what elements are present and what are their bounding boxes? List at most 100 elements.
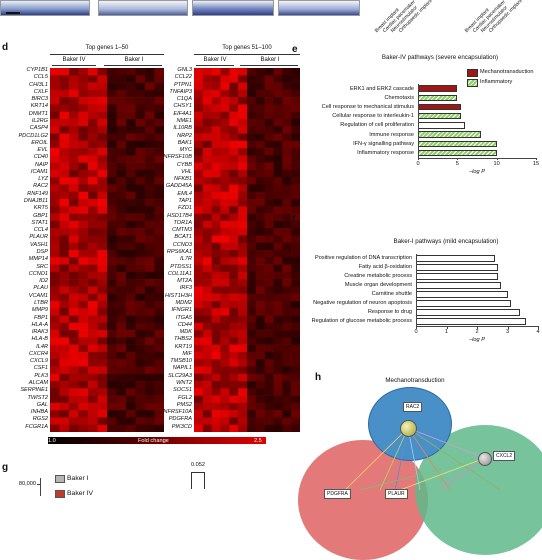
gene-label: NME1 bbox=[176, 117, 192, 124]
heatmap-cell bbox=[211, 308, 221, 316]
heatmap-cell bbox=[154, 264, 164, 273]
heatmap-cell bbox=[59, 148, 70, 156]
heatmap-cell bbox=[59, 118, 70, 127]
heatmap-cell bbox=[194, 148, 204, 156]
pathway-bar bbox=[416, 291, 508, 298]
heatmap-cell bbox=[145, 395, 155, 404]
gene-label: CXLF bbox=[33, 88, 48, 95]
heatmap-cell bbox=[107, 308, 117, 316]
heatmap-cell bbox=[97, 97, 108, 105]
heatmap-cell bbox=[291, 89, 300, 98]
heatmap-cell bbox=[135, 155, 146, 163]
heatmap-cell bbox=[202, 111, 212, 120]
heatmap-cell bbox=[282, 82, 292, 91]
heatmap-cell bbox=[273, 337, 283, 345]
heatmap-cell bbox=[229, 359, 239, 367]
heatmap-cell bbox=[202, 228, 212, 236]
heatmap-cell bbox=[202, 162, 212, 171]
x-tick bbox=[536, 157, 537, 161]
network-title: Mechanotransduction bbox=[385, 377, 445, 384]
heatmap-cell bbox=[116, 279, 127, 287]
heatmap-cell bbox=[202, 315, 212, 324]
heatmap-cell bbox=[126, 89, 136, 98]
heatmap-cell bbox=[116, 410, 127, 418]
heatmap-cell bbox=[211, 213, 221, 222]
heatmap-cell bbox=[50, 213, 60, 222]
heatmap-cell bbox=[69, 402, 79, 411]
gene-label: FBP1 bbox=[34, 314, 48, 321]
heatmap-cell bbox=[135, 300, 146, 309]
heatmap-cell bbox=[282, 424, 292, 432]
heatmap-cell bbox=[273, 286, 283, 294]
heatmap-cell bbox=[126, 286, 136, 294]
heatmap-cell bbox=[97, 68, 108, 76]
gene-label: FGL2 bbox=[178, 394, 192, 401]
heatmap-cell bbox=[202, 213, 212, 222]
gene-label: IFNGR1 bbox=[171, 307, 192, 314]
heatmap-cell bbox=[291, 148, 300, 156]
heatmap-cell bbox=[282, 279, 292, 287]
heatmap-cell bbox=[88, 206, 98, 214]
heatmap-cell bbox=[154, 351, 164, 360]
heatmap-cell bbox=[116, 308, 127, 316]
heatmap-cell bbox=[247, 213, 257, 222]
heatmap-cell bbox=[291, 330, 300, 338]
heatmap-cell bbox=[255, 395, 265, 404]
heatmap-cell bbox=[247, 315, 257, 324]
heatmap-cell bbox=[264, 388, 274, 396]
heatmap-cell bbox=[88, 126, 98, 134]
heatmap-cell bbox=[154, 206, 164, 214]
heatmap-cell bbox=[220, 213, 230, 222]
heatmap-cell bbox=[211, 395, 221, 404]
heatmap-cell bbox=[282, 206, 292, 214]
heatmap-cell bbox=[247, 300, 257, 309]
heatmap-cell bbox=[145, 104, 155, 112]
heatmap-cell bbox=[97, 155, 108, 163]
heatmap-cell bbox=[202, 184, 212, 193]
heatmap-cell bbox=[282, 271, 292, 280]
heatmap-cell bbox=[97, 417, 108, 426]
heatmap-cell bbox=[202, 191, 212, 200]
heatmap-cell bbox=[264, 140, 274, 149]
heatmap-cell bbox=[107, 424, 117, 432]
pathway-label: ERK1 and ERK2 cascade bbox=[349, 85, 414, 92]
heatmap-cell bbox=[97, 300, 108, 309]
heatmap-cell bbox=[282, 213, 292, 222]
heatmap-cell bbox=[145, 417, 155, 426]
heatmap-cell bbox=[194, 322, 204, 331]
heatmap-cell bbox=[255, 330, 265, 338]
heatmap-cell bbox=[135, 199, 146, 207]
heatmap-cell bbox=[50, 388, 60, 396]
heatmap-cell bbox=[78, 395, 89, 404]
heatmap-cell bbox=[145, 140, 155, 149]
heatmap-cell bbox=[50, 300, 60, 309]
heatmap-cell bbox=[264, 344, 274, 353]
heatmap-cell bbox=[238, 118, 248, 127]
heatmap-cell bbox=[145, 257, 155, 265]
heatmap-cell bbox=[282, 89, 292, 98]
heatmap-cell bbox=[255, 133, 265, 142]
panel-letter-f: f bbox=[292, 214, 296, 225]
heatmap-cell bbox=[220, 242, 230, 251]
heatmap-cell bbox=[220, 89, 230, 98]
heatmap-cell bbox=[247, 177, 257, 185]
gene-label: TMSB10 bbox=[170, 358, 192, 365]
heatmap-cell bbox=[145, 359, 155, 367]
heatmap-cell bbox=[238, 388, 248, 396]
heatmap-cell bbox=[97, 257, 108, 265]
heatmap-cell bbox=[238, 315, 248, 324]
heatmap-cell bbox=[107, 402, 117, 411]
heatmap-cell bbox=[194, 191, 204, 200]
pathway-bar bbox=[416, 300, 511, 307]
heatmap-cell bbox=[135, 257, 146, 265]
heatmap-cell bbox=[88, 162, 98, 171]
heatmap-cell bbox=[126, 271, 136, 280]
heatmap-cell bbox=[211, 191, 221, 200]
heatmap-cell bbox=[50, 322, 60, 331]
heatmap-cell bbox=[291, 199, 300, 207]
heatmap-cell bbox=[202, 199, 212, 207]
gene-label: WNT2 bbox=[176, 380, 192, 387]
heatmap-cell bbox=[59, 402, 70, 411]
heatmap-cell bbox=[107, 395, 117, 404]
heatmap-cell bbox=[282, 402, 292, 411]
